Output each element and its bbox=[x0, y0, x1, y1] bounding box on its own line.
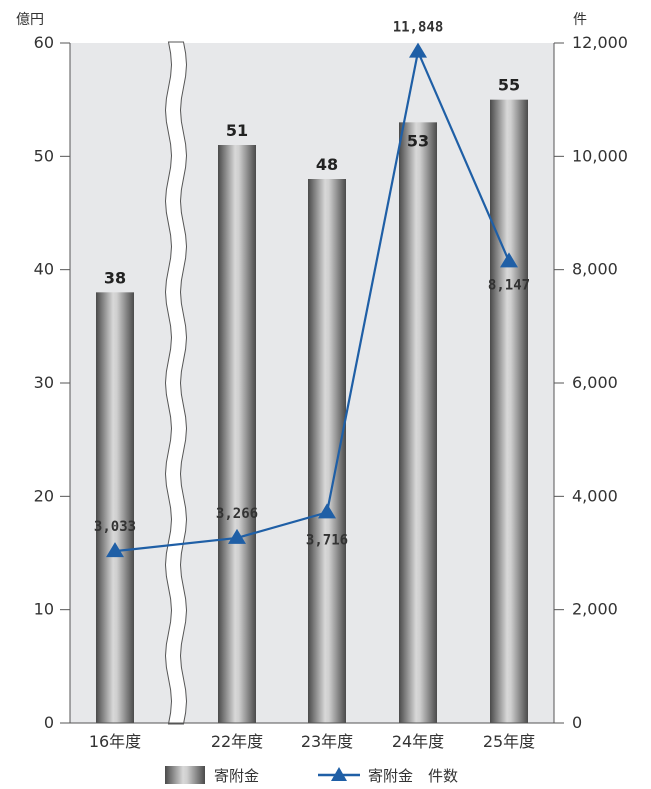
right-tick-label: 8,000 bbox=[572, 260, 618, 279]
left-axis-unit: 億円 bbox=[16, 12, 44, 28]
line-value-label: 8,147 bbox=[488, 277, 530, 293]
left-tick-label: 30 bbox=[34, 373, 54, 392]
bar-2 bbox=[308, 179, 346, 723]
left-tick-label: 10 bbox=[34, 600, 54, 619]
legend-triangle-icon bbox=[331, 767, 347, 781]
legend: 寄附金 寄附金 件数 bbox=[165, 766, 458, 785]
x-tick-label: 25年度 bbox=[483, 732, 535, 751]
axis-break bbox=[164, 41, 188, 725]
right-axis-unit: 件 bbox=[573, 12, 587, 28]
line-value-label: 3,716 bbox=[306, 532, 348, 548]
bar-value-label: 48 bbox=[316, 155, 338, 174]
bar-3 bbox=[399, 122, 437, 724]
line-value-label: 3,033 bbox=[94, 519, 136, 535]
right-tick-label: 4,000 bbox=[572, 486, 618, 505]
bar-1 bbox=[218, 145, 256, 723]
x-tick-label: 16年度 bbox=[89, 732, 141, 751]
right-tick-label: 2,000 bbox=[572, 600, 618, 619]
legend-line-label: 寄附金 件数 bbox=[368, 767, 458, 785]
left-tick-label: 50 bbox=[34, 146, 54, 165]
right-tick-label: 12,000 bbox=[572, 33, 628, 52]
left-tick-label: 60 bbox=[34, 33, 54, 52]
bar-value-label: 55 bbox=[498, 76, 520, 95]
line-marker-2 bbox=[318, 503, 336, 519]
line-marker-1 bbox=[228, 528, 246, 544]
legend-bar-swatch bbox=[165, 766, 205, 784]
x-tick-label: 22年度 bbox=[211, 732, 263, 751]
left-tick-label: 40 bbox=[34, 260, 54, 279]
line-marker-3 bbox=[409, 42, 427, 58]
bar-value-label: 38 bbox=[104, 268, 126, 287]
x-tick-label: 24年度 bbox=[392, 732, 444, 751]
right-tick-label: 6,000 bbox=[572, 373, 618, 392]
bar-0 bbox=[96, 292, 134, 723]
bar-value-label: 53 bbox=[407, 131, 429, 150]
line-value-label: 3,266 bbox=[216, 506, 258, 522]
right-tick-label: 10,000 bbox=[572, 146, 628, 165]
x-tick-label: 23年度 bbox=[301, 732, 353, 751]
left-tick-label: 20 bbox=[34, 486, 54, 505]
bar-4 bbox=[490, 99, 528, 723]
left-tick-label: 0 bbox=[44, 713, 54, 732]
right-tick-label: 0 bbox=[572, 713, 582, 732]
line-marker-0 bbox=[106, 542, 124, 558]
legend-bar-label: 寄附金 bbox=[214, 767, 259, 785]
bar-value-label: 51 bbox=[226, 121, 248, 140]
line-value-label: 11,848 bbox=[393, 20, 444, 36]
line-marker-4 bbox=[500, 252, 518, 268]
